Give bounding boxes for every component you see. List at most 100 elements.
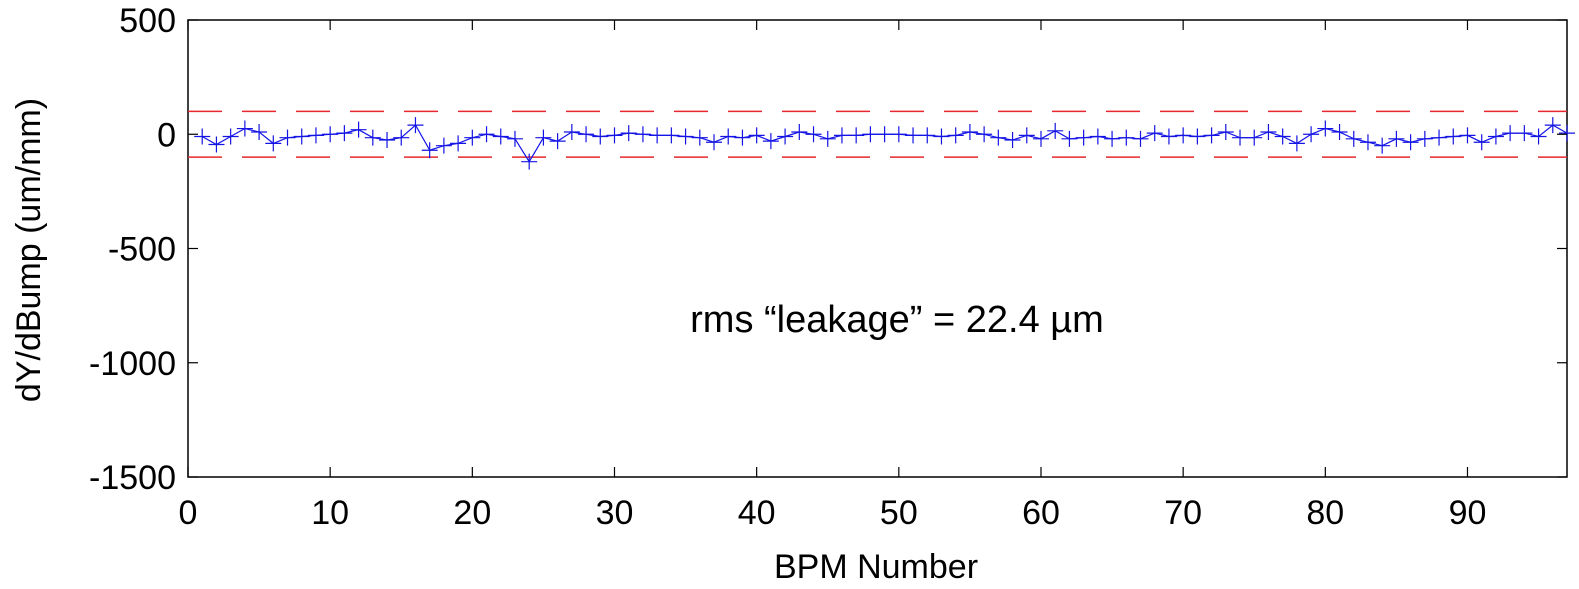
data-point (1203, 127, 1220, 144)
data-point (1416, 130, 1433, 147)
data-point (293, 128, 310, 145)
data-point (1288, 135, 1305, 152)
data-point (1018, 127, 1035, 144)
data-point (1487, 128, 1504, 145)
x-tick-label: 80 (1306, 494, 1344, 532)
data-point (1473, 134, 1490, 151)
y-tick-label: 0 (157, 116, 176, 154)
data-point (1260, 123, 1277, 140)
data-point (1530, 128, 1547, 145)
data-point (919, 127, 936, 144)
data-point (819, 130, 836, 147)
x-tick-label: 40 (738, 494, 776, 532)
threshold-lines (188, 110, 1567, 158)
data-point (720, 128, 737, 145)
data-point (748, 127, 765, 144)
data-point (1032, 130, 1049, 147)
x-tick-label: 10 (311, 494, 349, 532)
data-point (521, 153, 538, 170)
data-point (194, 128, 211, 145)
data-series (194, 117, 1575, 170)
data-point (947, 127, 964, 144)
data-point (592, 128, 609, 145)
data-point (379, 131, 396, 148)
data-point (677, 128, 694, 145)
y-tick-label: 500 (119, 2, 176, 40)
x-tick-label: 70 (1164, 494, 1202, 532)
data-point (691, 129, 708, 146)
data-point (933, 128, 950, 145)
data-point (208, 136, 225, 153)
data-point (492, 128, 509, 145)
data-point (350, 121, 367, 138)
data-point (1559, 125, 1575, 142)
data-point (1303, 126, 1320, 143)
rms-leakage-annotation: rms “leakage” = 22.4 µm (690, 299, 1104, 341)
data-point (265, 135, 282, 152)
x-tick-label: 60 (1022, 494, 1060, 532)
data-point (450, 135, 467, 152)
data-point (1160, 128, 1177, 145)
data-point (1331, 123, 1348, 140)
plot-frame (187, 19, 1568, 478)
data-point (549, 133, 566, 150)
data-point (1317, 120, 1334, 137)
data-point (1516, 125, 1533, 142)
data-point (1544, 117, 1561, 134)
data-point (1061, 130, 1078, 147)
data-point (990, 129, 1007, 146)
data-point (1104, 130, 1121, 147)
y-tick-label: -1500 (89, 459, 176, 497)
data-point (535, 129, 552, 146)
data-point (222, 128, 239, 145)
data-point (1459, 127, 1476, 144)
data-point (236, 120, 253, 137)
data-point (649, 127, 666, 144)
data-point (421, 142, 438, 159)
data-point (905, 127, 922, 144)
data-point (1402, 134, 1419, 151)
data-point (1132, 130, 1149, 147)
data-point (464, 129, 481, 146)
data-point (663, 127, 680, 144)
data-point (1274, 128, 1291, 145)
data-point (1075, 129, 1092, 146)
data-point (251, 123, 268, 140)
data-point (620, 125, 637, 142)
data-point (762, 133, 779, 150)
data-point (1388, 130, 1405, 147)
data-point (279, 129, 296, 146)
data-point (833, 127, 850, 144)
data-point (890, 126, 907, 143)
data-point (706, 134, 723, 151)
x-tick-label: 0 (179, 494, 198, 532)
data-point (862, 126, 879, 143)
data-point (791, 123, 808, 140)
data-point (606, 127, 623, 144)
data-point (634, 126, 651, 143)
data-point (1246, 129, 1263, 146)
data-point (1359, 134, 1376, 151)
x-tick-label: 50 (880, 494, 918, 532)
data-point (1345, 130, 1362, 147)
data-point (1089, 128, 1106, 145)
data-point (364, 129, 381, 146)
data-point (777, 128, 794, 145)
data-point (407, 117, 424, 134)
data-point (1232, 129, 1249, 146)
y-axis-label: dY/dBump (um/mm) (10, 98, 48, 402)
data-point (1146, 125, 1163, 142)
data-point (961, 123, 978, 140)
x-tick-label: 90 (1449, 494, 1487, 532)
data-point (322, 126, 339, 143)
data-point (1374, 137, 1391, 154)
x-tick-label: 20 (453, 494, 491, 532)
data-point (734, 129, 751, 146)
data-point (506, 130, 523, 147)
data-point (578, 126, 595, 143)
y-axis-ticks: 500 0 -500 -1000 -1500 (89, 2, 1567, 497)
data-point (1445, 128, 1462, 145)
data-point (393, 129, 410, 146)
data-point (876, 126, 893, 143)
data-point (336, 125, 353, 142)
